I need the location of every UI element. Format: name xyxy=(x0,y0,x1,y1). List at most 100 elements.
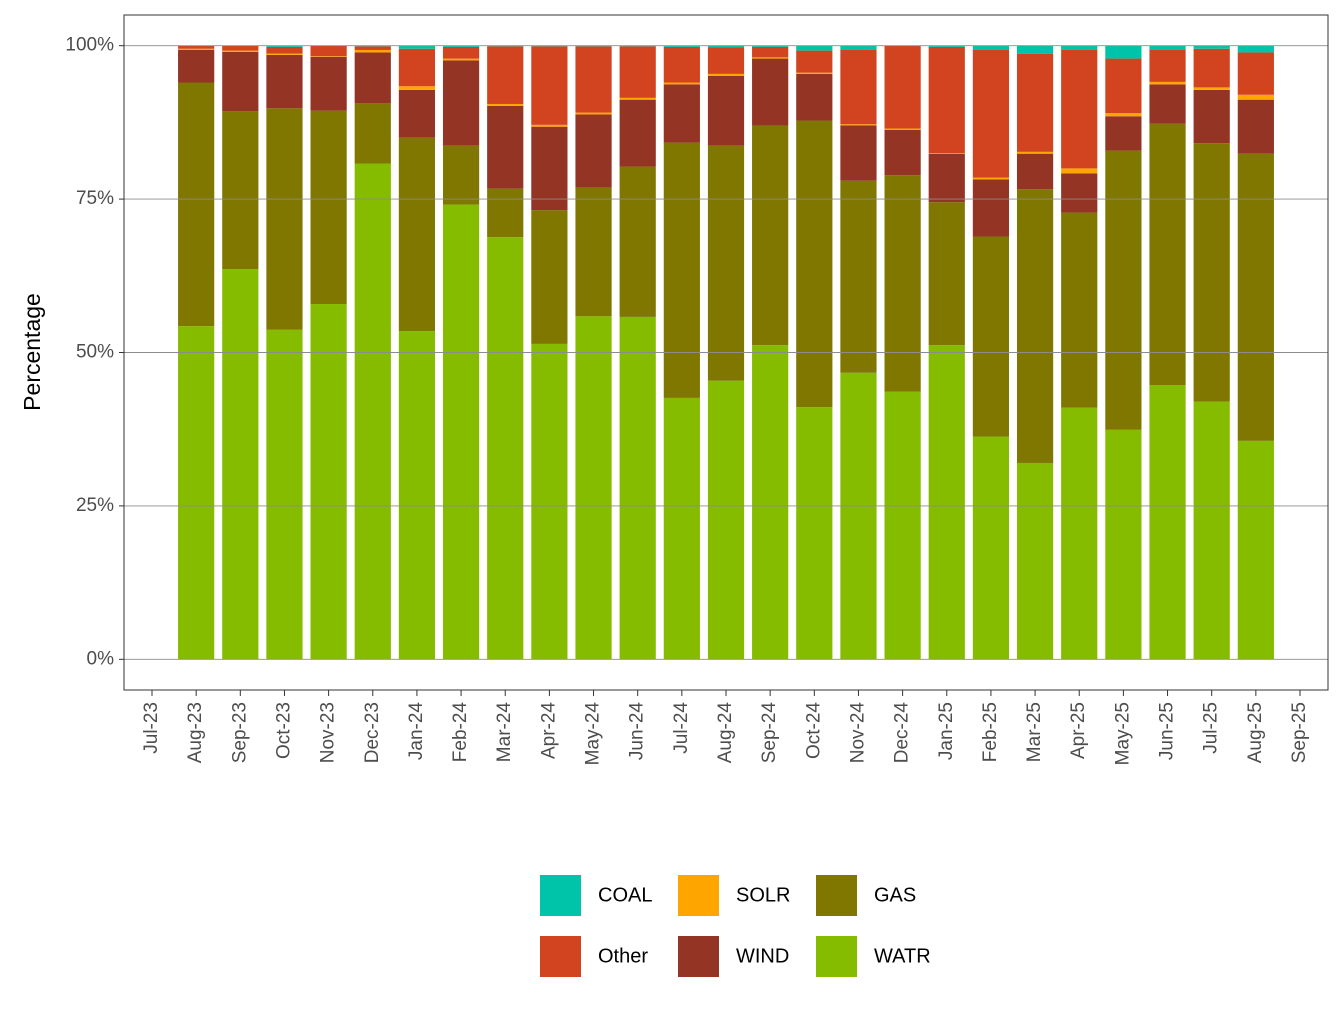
legend-label: WIND xyxy=(736,945,789,967)
x-tick-label: Jan-25 xyxy=(936,702,957,760)
bar-segment xyxy=(840,180,877,373)
legend-label: WATR xyxy=(874,945,931,967)
bar-segment xyxy=(1105,150,1142,430)
bar-segment xyxy=(796,73,833,121)
bar-segment xyxy=(796,120,833,408)
bar-segment xyxy=(884,128,921,130)
x-tick-label: Jul-25 xyxy=(1201,702,1222,754)
bar-segment xyxy=(1193,401,1230,660)
x-tick-label: Sep-25 xyxy=(1289,702,1310,763)
bar-segment xyxy=(178,49,215,83)
x-tick-label: Nov-24 xyxy=(847,702,868,764)
bar-segment xyxy=(398,45,436,49)
bar-segment xyxy=(310,110,347,305)
bar-segment xyxy=(310,304,347,660)
legend-swatch xyxy=(678,875,719,916)
bar-segment xyxy=(1193,89,1230,144)
bar-segment xyxy=(575,114,612,188)
x-tick-label: Jul-23 xyxy=(141,702,162,754)
bar-segment xyxy=(398,48,436,87)
bar-segment xyxy=(972,49,1010,178)
legend-swatch xyxy=(816,936,857,977)
bar-segment xyxy=(354,103,391,164)
legend: COAL Other SOLR WIND GAS WATR xyxy=(540,875,931,977)
bar-segment xyxy=(1193,48,1230,88)
y-tick-label: 75% xyxy=(76,188,114,209)
bar-segment xyxy=(178,82,215,327)
bar-segment xyxy=(1149,123,1186,386)
x-tick-label: Aug-25 xyxy=(1245,702,1266,763)
bar-segment xyxy=(398,331,436,660)
x-tick-label: Nov-23 xyxy=(318,702,339,763)
x-tick-label: Oct-23 xyxy=(273,702,294,759)
bar-segment xyxy=(178,48,215,50)
bar-segment xyxy=(222,45,259,51)
bar-segment xyxy=(442,45,480,47)
bar-segment xyxy=(619,166,656,317)
bar-segment xyxy=(531,343,568,660)
x-tick-label: Mar-25 xyxy=(1024,702,1045,762)
bar-segment xyxy=(928,202,965,346)
bar-segment xyxy=(398,86,436,90)
bar-segment xyxy=(619,97,656,100)
bar-segment xyxy=(1016,151,1054,154)
bar-segment xyxy=(619,99,656,167)
bar-segment xyxy=(796,45,833,51)
bar-segment xyxy=(575,46,612,113)
bar-segment xyxy=(531,126,568,211)
bar-segment xyxy=(398,89,436,138)
x-tick-label: Dec-24 xyxy=(892,702,913,764)
bar-segment xyxy=(840,372,877,660)
y-tick-label: 50% xyxy=(76,342,114,363)
x-tick-label: Jun-24 xyxy=(627,702,648,761)
bar-segment xyxy=(752,57,789,59)
bar-segment xyxy=(1193,45,1230,49)
bar-segment xyxy=(178,45,215,49)
bar-segment xyxy=(663,397,700,660)
bar-segment xyxy=(972,436,1010,660)
bar-segment xyxy=(752,46,789,58)
legend-swatch xyxy=(540,875,581,916)
bar-segment xyxy=(884,129,921,176)
bar-segment xyxy=(310,56,347,111)
bar-segment xyxy=(707,47,745,74)
x-tick-label: May-25 xyxy=(1112,702,1133,765)
bar-segment xyxy=(1061,212,1098,408)
bar-segment xyxy=(266,46,303,54)
bar-segment xyxy=(266,45,303,47)
bar-segment xyxy=(442,145,480,205)
bar-segment xyxy=(1105,116,1142,151)
bar-segment xyxy=(1016,45,1054,54)
x-tick-label: May-24 xyxy=(583,702,604,766)
bar-segment xyxy=(663,84,700,143)
bar-segment xyxy=(619,46,656,98)
bar-segment xyxy=(354,163,391,660)
bar-segment xyxy=(928,345,965,660)
bar-segment xyxy=(266,53,303,55)
bar-segment xyxy=(178,326,215,660)
bar-segment xyxy=(884,391,921,660)
bar-segment xyxy=(663,82,700,85)
bar-segment xyxy=(266,329,303,660)
bar-segment xyxy=(1237,52,1274,95)
bar-segment xyxy=(442,204,480,660)
bar-segment xyxy=(222,111,259,270)
bar-segment xyxy=(531,210,568,344)
grid xyxy=(124,45,1328,660)
bar-segment xyxy=(1149,385,1186,660)
bar-segment xyxy=(266,108,303,330)
bar-segment xyxy=(1237,440,1274,660)
bar-segment xyxy=(840,124,877,126)
bar-segment xyxy=(1193,87,1230,90)
legend-swatch xyxy=(540,936,581,977)
bar-segment xyxy=(1016,462,1054,660)
bar-segment xyxy=(707,45,745,48)
legend-label: GAS xyxy=(874,884,916,906)
bar-segment xyxy=(752,125,789,346)
bar-segment xyxy=(354,52,391,104)
bar-segment xyxy=(972,179,1010,237)
bar-segment xyxy=(752,45,789,47)
x-tick-label: Mar-24 xyxy=(494,702,515,763)
bar-segment xyxy=(752,58,789,126)
x-tick-label: Sep-24 xyxy=(759,702,780,764)
